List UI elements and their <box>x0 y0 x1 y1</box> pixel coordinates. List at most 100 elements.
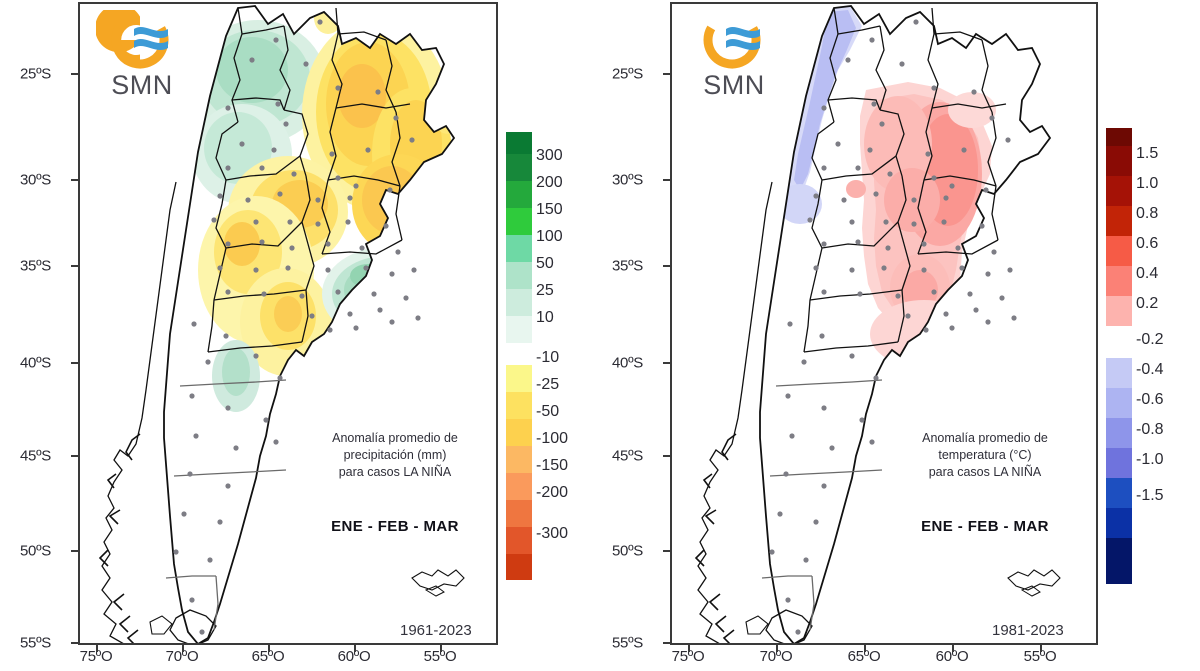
lat-tick-35s-right <box>663 265 670 267</box>
cbar-swatch-m150 <box>506 473 532 500</box>
lat-tick-25s <box>71 73 78 75</box>
cbar-label-m100: -100 <box>536 430 569 447</box>
temp-negative-larioja <box>778 184 822 224</box>
lat-tick-35s <box>71 265 78 267</box>
panel-precipitation: 25ºS 30ºS 35ºS 40ºS 45ºS 50ºS 55ºS 75ºO … <box>20 2 596 665</box>
lat-tick-55s <box>71 642 78 644</box>
colorbar-precipitation[interactable] <box>506 132 532 580</box>
tcbar-label-04: 0.4 <box>1136 265 1159 282</box>
temp-positive-santacruz-coast <box>866 520 890 554</box>
lat-tick-55s-right <box>663 642 670 644</box>
lon-label-70o: 70ºO <box>165 648 199 665</box>
cbar-label-25: 25 <box>536 282 554 299</box>
tcbar-swatch-top <box>1106 128 1132 146</box>
precip-positive-neuquen-core <box>222 348 250 396</box>
cbar-label-200: 200 <box>536 174 563 191</box>
lat-tick-45s <box>71 455 78 457</box>
tcbar-label-m10: -1.0 <box>1136 451 1164 468</box>
precipitation-map-svg <box>98 5 465 643</box>
colorbar-temperature[interactable] <box>1106 128 1132 584</box>
period-label-temperature: 1981-2023 <box>992 622 1064 639</box>
map-plot-temperature[interactable]: Anomalía promedio de temperatura (°C) pa… <box>670 2 1098 645</box>
annotation-precipitation: Anomalía promedio de precipitación (mm) … <box>300 430 490 481</box>
lon-tick-65o-right <box>864 645 866 652</box>
lon-label-60o-right: 60ºO <box>935 648 969 665</box>
temp-negative-nw-core <box>794 10 856 190</box>
cbar-swatch-m10 <box>506 365 532 392</box>
annot-line-3-right: para casos LA NIÑA <box>928 464 1042 479</box>
cbar-label-m300: -300 <box>536 525 569 542</box>
tcbar-label-m02: -0.2 <box>1136 331 1164 348</box>
cbar-swatch-100 <box>506 235 532 262</box>
tcbar-swatch-m04 <box>1106 388 1132 418</box>
lon-label-75o-right: 75ºO <box>671 648 705 665</box>
tcbar-swatch-m06 <box>1106 418 1132 448</box>
cbar-label-300: 300 <box>536 147 563 164</box>
tcbar-swatch-04 <box>1106 266 1132 296</box>
cbar-swatch-300plus <box>506 132 532 154</box>
tcbar-label-02: 0.2 <box>1136 295 1159 312</box>
lat-tick-30s <box>71 179 78 181</box>
season-label-temperature: ENE - FEB - MAR <box>921 518 1049 535</box>
cbar-swatch-200 <box>506 181 532 208</box>
tcbar-swatch-m02 <box>1106 358 1132 388</box>
cbar-swatch-m50 <box>506 419 532 446</box>
panel-temperature: 25ºS 30ºS 35ºS 40ºS 45ºS 50ºS 55ºS 75ºO … <box>600 0 1200 671</box>
annotation-temperature: Anomalía promedio de temperatura (°C) pa… <box>890 430 1080 481</box>
cbar-label-m50: -50 <box>536 403 560 420</box>
lat-tick-40s-right <box>663 362 670 364</box>
lat-tick-45s-right <box>663 455 670 457</box>
temperature-map-svg <box>694 5 1061 643</box>
tcbar-label-m04: -0.4 <box>1136 361 1164 378</box>
lon-label-70o-right: 70ºO <box>759 648 793 665</box>
cbar-label-m25: -25 <box>536 376 560 393</box>
tcbar-swatch-m10 <box>1106 478 1132 508</box>
tcbar-swatch-10 <box>1106 176 1132 206</box>
precip-positive-noa-core <box>216 37 288 103</box>
map-plot-precipitation[interactable]: Anomalía promedio de precipitación (mm) … <box>78 2 498 645</box>
lon-tick-65o <box>268 645 270 652</box>
cbar-swatch-25 <box>506 289 532 316</box>
cbar-swatch-10 <box>506 316 532 343</box>
temp-positive-ba-core <box>902 270 938 310</box>
cbar-label-10: 10 <box>536 309 554 326</box>
lat-tick-50s-right <box>663 550 670 552</box>
lon-tick-70o <box>182 645 184 652</box>
annot-line-1: Anomalía promedio de <box>332 431 458 445</box>
cbar-swatch-m200 <box>506 500 532 527</box>
cbar-swatch-300 <box>506 154 532 181</box>
tcbar-swatch-06 <box>1106 236 1132 266</box>
cbar-swatch-50 <box>506 262 532 289</box>
annot-line-1-right: Anomalía promedio de <box>922 431 1048 445</box>
lon-tick-75o <box>96 645 98 652</box>
cbar-label-100: 100 <box>536 228 563 245</box>
map-borders-layer <box>98 5 465 643</box>
cbar-swatch-m100 <box>506 446 532 473</box>
cbar-swatch-neutral <box>506 343 532 365</box>
lon-label-55o-right: 55ºO <box>1023 648 1057 665</box>
cbar-label-m150: -150 <box>536 457 569 474</box>
cbar-swatch-m300 <box>506 527 532 554</box>
lon-label-75o: 75ºO <box>79 648 113 665</box>
tcbar-label-m15: -1.5 <box>1136 487 1164 504</box>
station-markers-layer-right <box>769 19 1017 635</box>
lon-tick-70o-right <box>776 645 778 652</box>
lon-label-55o: 55ºO <box>423 648 457 665</box>
tcbar-label-10: 1.0 <box>1136 175 1159 192</box>
annot-line-2-right: temperatura (°C) <box>938 447 1032 462</box>
lon-tick-75o-right <box>688 645 690 652</box>
lon-label-65o-right: 65ºO <box>847 648 881 665</box>
tcbar-swatch-neutral <box>1106 326 1132 358</box>
tcbar-swatch-m15 <box>1106 508 1132 538</box>
lat-tick-50s <box>71 550 78 552</box>
cbar-label-m10: -10 <box>536 349 560 366</box>
tcbar-label-08: 0.8 <box>1136 205 1159 222</box>
colorbar-temperature-labels: 1.5 1.0 0.8 0.6 0.4 0.2 -0.2 -0.4 -0.6 -… <box>1136 128 1196 574</box>
precip-negative-ne-core <box>338 64 386 128</box>
precip-negative-cuyo-core <box>224 222 260 266</box>
season-label-precipitation: ENE - FEB - MAR <box>331 518 459 535</box>
cbar-swatch-150 <box>506 208 532 235</box>
colorbar-precipitation-labels: 300 200 150 100 50 25 10 -10 -25 -50 -10… <box>536 132 596 572</box>
period-label-precipitation: 1961-2023 <box>400 622 472 639</box>
